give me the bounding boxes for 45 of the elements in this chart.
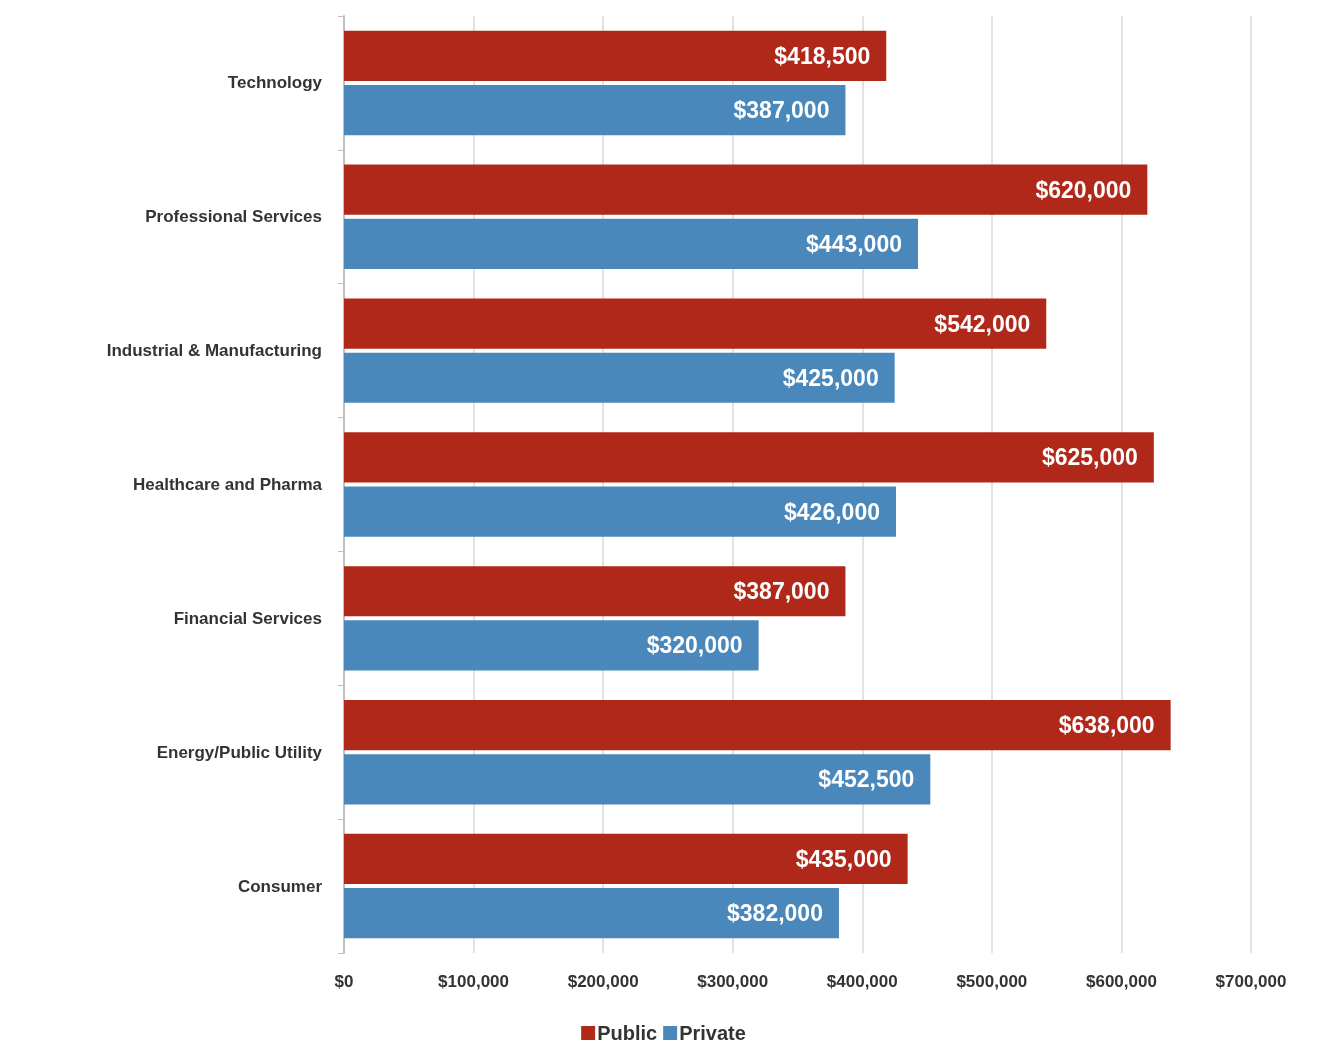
data-label: $435,000 xyxy=(795,845,892,872)
bar xyxy=(344,486,896,537)
data-label: $320,000 xyxy=(646,632,743,659)
legend-label: Public xyxy=(597,1022,658,1040)
data-label: $418,500 xyxy=(774,42,871,69)
bar xyxy=(344,833,908,885)
y-tick-label: Financial Services xyxy=(173,608,322,628)
data-label: $542,000 xyxy=(934,310,1031,337)
data-label: $625,000 xyxy=(1041,444,1138,471)
bar xyxy=(344,84,846,136)
x-tick-label: $400,000 xyxy=(826,972,898,991)
data-label: $620,000 xyxy=(1035,176,1132,203)
x-tick-label: $600,000 xyxy=(1085,972,1157,991)
x-tick-label: $500,000 xyxy=(956,972,1028,991)
x-tick-label: $300,000 xyxy=(697,972,769,991)
data-label: $443,000 xyxy=(806,230,902,257)
y-tick-label: Professional Services xyxy=(145,207,322,227)
y-tick-label: Technology xyxy=(227,73,323,93)
bar xyxy=(344,298,1047,349)
bar xyxy=(344,888,839,939)
data-label: $426,000 xyxy=(784,498,880,525)
y-tick-label: Energy/Public Utility xyxy=(156,742,323,762)
bar xyxy=(344,164,1148,215)
bar xyxy=(344,218,918,269)
x-tick-label: $100,000 xyxy=(438,972,510,991)
x-tick-label: $200,000 xyxy=(567,972,639,991)
bar xyxy=(344,352,895,403)
bar xyxy=(344,700,1171,751)
y-tick-label: Healthcare and Pharma xyxy=(133,475,323,494)
x-tick-label: $0 xyxy=(334,972,354,991)
bar xyxy=(344,620,759,671)
data-label: $382,000 xyxy=(727,900,823,927)
y-tick-label: Consumer xyxy=(237,876,323,896)
x-tick-label: $700,000 xyxy=(1215,972,1287,991)
data-label: $387,000 xyxy=(733,578,830,605)
data-label: $425,000 xyxy=(782,364,879,391)
bar xyxy=(344,566,846,617)
data-label: $452,500 xyxy=(818,766,915,793)
bar xyxy=(344,30,887,81)
bar xyxy=(344,754,931,805)
bar xyxy=(344,432,1154,483)
data-label: $387,000 xyxy=(733,97,830,124)
data-label: $638,000 xyxy=(1058,712,1155,739)
legend-label: Private xyxy=(679,1022,746,1040)
y-tick-label: Industrial & Manufacturing xyxy=(106,341,322,361)
